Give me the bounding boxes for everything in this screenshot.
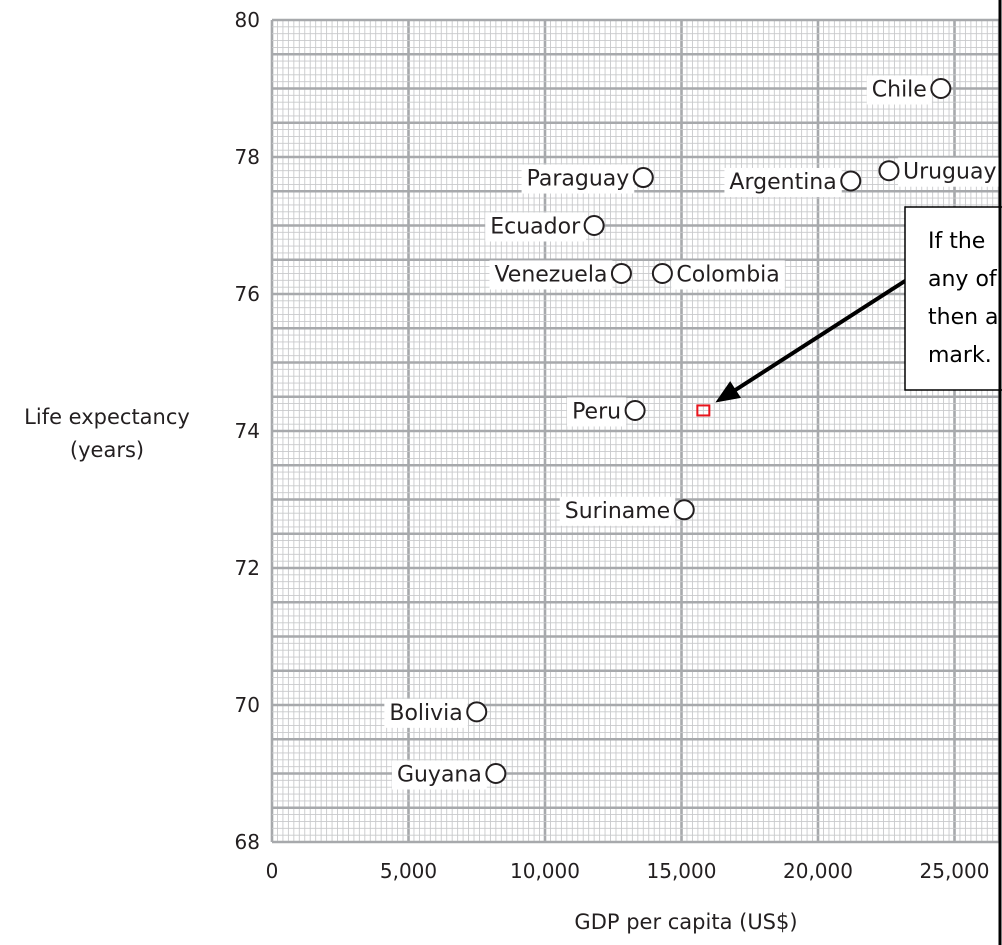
point-label-background bbox=[724, 167, 842, 197]
point-label-background bbox=[391, 760, 487, 790]
point-label: Bolivia bbox=[389, 701, 462, 726]
y-tick-label: 80 bbox=[235, 8, 260, 32]
data-point: Peru bbox=[567, 397, 646, 427]
y-tick-label: 78 bbox=[235, 145, 260, 169]
callout-line-1: If the bbox=[928, 229, 985, 254]
point-label-background bbox=[559, 496, 676, 526]
y-tick-label: 72 bbox=[235, 556, 260, 580]
data-point: Argentina bbox=[724, 167, 862, 197]
point-label: Ecuador bbox=[490, 215, 581, 240]
data-point: Guyana bbox=[391, 760, 507, 790]
x-tick-label: 25,000 bbox=[920, 859, 990, 883]
y-tick-label: 68 bbox=[235, 830, 260, 854]
callout-rect bbox=[904, 206, 1002, 391]
axis-titles: GDP per capita (US$) Life expectancy (ye… bbox=[24, 405, 797, 934]
point-label-background bbox=[866, 75, 932, 105]
x-tick-label: 0 bbox=[266, 859, 279, 883]
grid bbox=[270, 18, 1000, 844]
point-label: Peru bbox=[572, 399, 621, 424]
point-label-background bbox=[567, 397, 627, 427]
data-point: Chile bbox=[866, 75, 952, 105]
point-label: Suriname bbox=[565, 499, 670, 524]
point-marker bbox=[583, 215, 605, 236]
data-point: Bolivia bbox=[384, 698, 488, 728]
y-tick-label: 74 bbox=[235, 419, 260, 443]
callout-line-4: mark. bbox=[928, 343, 992, 368]
x-tick-label: 20,000 bbox=[783, 859, 853, 883]
callout-box: If the any of then a mark. bbox=[904, 206, 1002, 391]
data-point: Suriname bbox=[559, 496, 695, 526]
data-point: Venezuela bbox=[489, 260, 632, 290]
point-marker bbox=[466, 701, 488, 723]
marked-point-square bbox=[696, 404, 711, 417]
data-point: Paraguay bbox=[521, 164, 654, 194]
point-marker bbox=[610, 262, 632, 284]
answer-marker bbox=[696, 279, 907, 417]
point-label: Paraguay bbox=[527, 167, 630, 192]
point-label-background bbox=[671, 260, 785, 290]
point-label: Venezuela bbox=[494, 262, 607, 287]
point-label: Uruguay bbox=[903, 160, 997, 185]
y-tick-label: 70 bbox=[235, 693, 260, 717]
x-tick-label: 15,000 bbox=[647, 859, 717, 883]
data-points: Chile Paraguay Argentina Uruguay Ecuador Vene… bbox=[384, 75, 1002, 790]
x-tick-label: 10,000 bbox=[510, 859, 580, 883]
tick-labels: 0 5,000 10,000 15,000 20,000 25,000 68 70 72 74 76… bbox=[235, 8, 990, 883]
point-label-background bbox=[521, 164, 635, 194]
point-marker bbox=[840, 170, 862, 192]
point-label-background bbox=[897, 157, 1002, 187]
y-axis-title-line-2: (years) bbox=[70, 438, 144, 462]
point-label-background bbox=[384, 698, 468, 728]
point-label-background bbox=[485, 212, 587, 242]
x-tick-label: 5,000 bbox=[380, 859, 437, 883]
arrow-head bbox=[715, 381, 741, 403]
point-label: Chile bbox=[872, 78, 927, 103]
x-axis-title: GDP per capita (US$) bbox=[574, 910, 797, 934]
point-marker bbox=[651, 262, 673, 284]
callout-line-2: any of bbox=[928, 267, 998, 292]
data-point: Ecuador bbox=[485, 212, 605, 242]
point-label: Colombia bbox=[676, 262, 779, 287]
point-marker bbox=[673, 499, 695, 521]
point-marker bbox=[624, 399, 646, 421]
y-axis-title-line-1: Life expectancy bbox=[24, 405, 190, 429]
point-marker bbox=[878, 160, 900, 182]
point-marker bbox=[930, 78, 952, 99]
point-label: Guyana bbox=[397, 763, 482, 788]
point-label-background bbox=[489, 260, 613, 290]
point-marker bbox=[485, 763, 507, 784]
data-point: Uruguay bbox=[878, 157, 1002, 187]
point-label: Argentina bbox=[729, 170, 836, 195]
data-point: Colombia bbox=[651, 260, 785, 290]
y-tick-label: 76 bbox=[235, 282, 260, 306]
arrow-line bbox=[723, 279, 907, 399]
callout-line-3: then a bbox=[928, 305, 999, 330]
point-marker bbox=[632, 167, 654, 189]
